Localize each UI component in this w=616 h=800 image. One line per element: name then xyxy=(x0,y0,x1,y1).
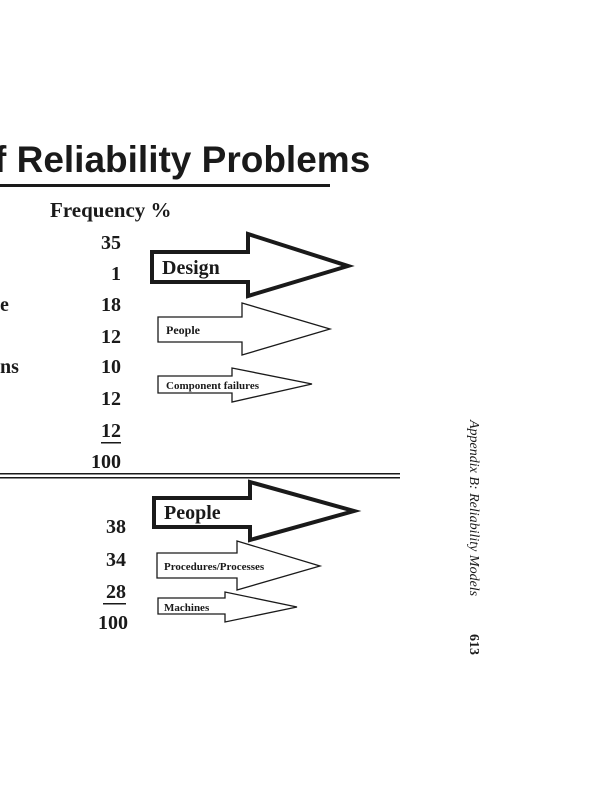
row-value: 38 xyxy=(106,516,126,538)
total: 100 xyxy=(98,612,128,634)
row-value: 1 xyxy=(111,263,121,285)
row-value: 34 xyxy=(106,549,126,571)
row-value: 12 xyxy=(101,388,121,410)
row-value: 10 xyxy=(101,356,121,378)
arrow-label: People xyxy=(164,502,221,524)
arrow xyxy=(157,302,333,356)
arrow xyxy=(157,591,298,623)
row-value: 18 xyxy=(101,294,121,316)
arrow-label: Procedures/Processes xyxy=(164,561,265,573)
table-2: 38 34 28 100 xyxy=(98,516,128,634)
arrow xyxy=(152,479,362,543)
row-label: e xyxy=(0,294,9,316)
table-1: 35 1 e 18 12 ns 10 12 12 100 xyxy=(0,232,121,473)
sum-rule xyxy=(103,603,126,605)
running-head: Appendix B: Reliability Models xyxy=(466,419,481,597)
sum-rule xyxy=(101,442,121,444)
row-value: 12 xyxy=(101,326,121,348)
page-number: 613 xyxy=(466,634,481,655)
column-header: Frequency % xyxy=(50,198,172,222)
arrow xyxy=(150,231,355,299)
section-rule xyxy=(0,477,400,479)
row-value: 12 xyxy=(101,420,121,442)
arrow-label: People xyxy=(166,323,201,337)
title: f Reliability Problems xyxy=(0,139,370,180)
title-rule xyxy=(0,184,330,187)
arrow xyxy=(156,540,323,591)
arrow-label: Machines xyxy=(164,602,210,614)
arrow-label: Design xyxy=(162,257,220,279)
arrow-label: Component failures xyxy=(166,380,260,392)
row-value: 35 xyxy=(101,232,121,254)
arrow xyxy=(157,367,313,403)
row-label: ns xyxy=(0,356,19,378)
row-value: 28 xyxy=(106,581,126,603)
section-rule xyxy=(0,473,400,475)
total: 100 xyxy=(91,451,121,473)
